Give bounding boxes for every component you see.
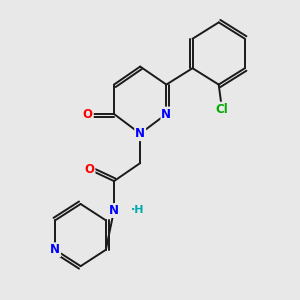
Text: Cl: Cl: [216, 103, 228, 116]
Text: N: N: [135, 127, 145, 140]
Text: O: O: [83, 107, 93, 121]
Text: N: N: [109, 204, 119, 217]
Text: O: O: [85, 163, 94, 176]
Text: N: N: [50, 243, 60, 256]
Text: ·H: ·H: [131, 205, 145, 215]
Text: N: N: [161, 107, 171, 121]
